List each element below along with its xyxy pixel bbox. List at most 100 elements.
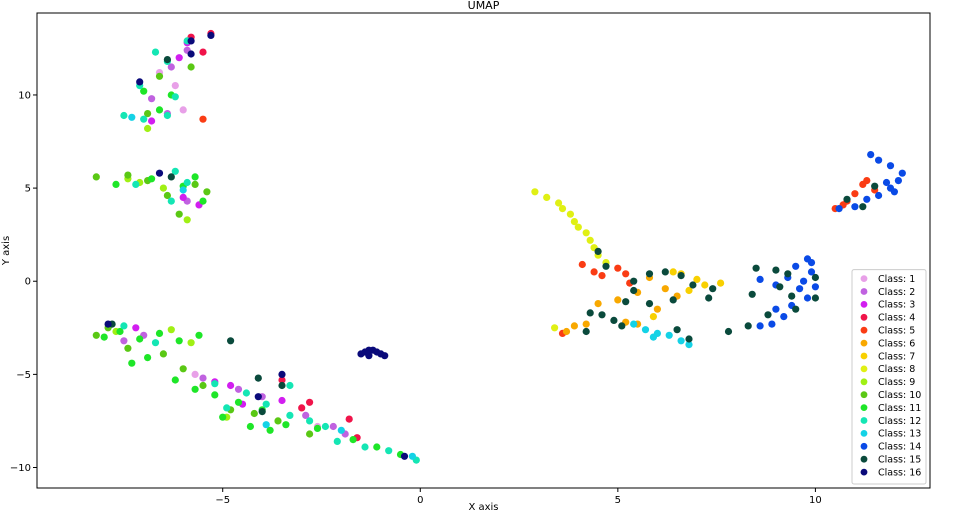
point-class-14-26 bbox=[756, 275, 764, 283]
point-class-10-17 bbox=[306, 430, 314, 438]
point-class-6-12 bbox=[570, 322, 579, 330]
point-class-15-13 bbox=[586, 309, 594, 317]
point-class-13-4 bbox=[677, 337, 685, 345]
point-class-12-1 bbox=[120, 111, 128, 120]
point-class-10-18 bbox=[144, 110, 152, 118]
point-class-14-4 bbox=[875, 191, 883, 200]
legend-marker-class-14 bbox=[860, 442, 868, 450]
point-class-11-20 bbox=[234, 398, 243, 406]
point-class-3-5 bbox=[179, 193, 187, 201]
point-class-11-14 bbox=[195, 331, 203, 339]
point-class-4-5 bbox=[306, 398, 314, 406]
point-class-14-2 bbox=[851, 203, 859, 211]
point-class-12-10 bbox=[183, 178, 191, 187]
point-class-10-12 bbox=[179, 365, 187, 373]
point-class-10-11 bbox=[159, 350, 167, 358]
point-class-6-11 bbox=[582, 320, 590, 328]
point-class-8-3 bbox=[555, 199, 563, 207]
point-class-15-22 bbox=[764, 311, 772, 319]
point-class-4-6 bbox=[298, 404, 306, 412]
point-class-13-1 bbox=[630, 320, 638, 328]
point-class-15-32 bbox=[871, 182, 879, 190]
point-class-10-6 bbox=[203, 188, 211, 196]
point-class-12-4 bbox=[171, 93, 179, 101]
point-class-1-3 bbox=[179, 106, 187, 114]
point-class-11-16 bbox=[128, 359, 136, 367]
point-class-14-15 bbox=[792, 262, 800, 270]
y-axis-label: Y axis bbox=[1, 236, 12, 266]
point-class-15-28 bbox=[811, 273, 820, 282]
point-class-16-3 bbox=[187, 50, 195, 58]
point-class-14-24 bbox=[772, 305, 780, 313]
legend-marker-class-16 bbox=[860, 468, 868, 476]
legend-marker-class-11 bbox=[860, 404, 868, 411]
point-class-15-2 bbox=[602, 262, 610, 270]
point-class-11-19 bbox=[211, 391, 219, 399]
point-class-16-16 bbox=[254, 393, 262, 401]
legend-marker-class-10 bbox=[860, 391, 868, 399]
point-class-14-22 bbox=[768, 320, 776, 328]
legend-marker-class-9 bbox=[860, 378, 868, 386]
legend-marker-class-15 bbox=[860, 455, 868, 463]
point-class-10-7 bbox=[175, 210, 183, 218]
point-class-5-3 bbox=[578, 260, 586, 269]
legend-marker-class-1 bbox=[860, 275, 868, 282]
point-class-15-34 bbox=[859, 203, 867, 211]
point-class-2-12 bbox=[302, 411, 310, 419]
point-class-11-9 bbox=[100, 333, 108, 341]
point-class-5-6 bbox=[622, 270, 630, 278]
point-class-6-6 bbox=[661, 285, 669, 293]
point-class-14-6 bbox=[894, 177, 903, 185]
point-class-3-2 bbox=[175, 54, 183, 62]
legend-label-class-15: Class: 15 bbox=[878, 455, 921, 466]
legend-label-class-3: Class: 3 bbox=[878, 300, 915, 311]
point-class-9-7 bbox=[167, 326, 175, 334]
point-class-9-4 bbox=[183, 216, 191, 224]
point-class-14-8 bbox=[886, 162, 895, 170]
point-class-1-1 bbox=[171, 82, 179, 90]
point-class-15-18 bbox=[582, 327, 590, 336]
point-class-8-6 bbox=[570, 218, 579, 226]
y-tick-label-2: −5 bbox=[16, 370, 31, 381]
point-class-15-14 bbox=[610, 316, 618, 324]
point-class-16-17 bbox=[365, 346, 373, 354]
point-class-11-22 bbox=[282, 421, 290, 429]
legend-marker-class-6 bbox=[860, 339, 868, 347]
point-class-10-20 bbox=[187, 63, 195, 71]
point-class-12-14 bbox=[120, 322, 128, 330]
point-class-14-28 bbox=[800, 277, 808, 285]
point-class-2-6 bbox=[120, 337, 128, 345]
point-class-11-15 bbox=[144, 354, 152, 362]
point-class-10-15 bbox=[250, 409, 258, 418]
point-class-14-21 bbox=[780, 313, 788, 321]
legend-label-class-11: Class: 11 bbox=[878, 403, 921, 414]
point-class-11-13 bbox=[175, 337, 183, 345]
point-class-15-11 bbox=[622, 298, 630, 306]
point-class-5-15 bbox=[614, 264, 622, 272]
point-class-16-5 bbox=[155, 169, 164, 177]
point-class-12-15 bbox=[211, 380, 219, 388]
point-class-14-27 bbox=[807, 259, 816, 267]
y-tick-label-4: 5 bbox=[25, 184, 31, 195]
point-class-12-2 bbox=[140, 115, 148, 123]
point-class-5-12 bbox=[863, 177, 871, 185]
point-class-7-5 bbox=[717, 279, 725, 287]
point-class-10-19 bbox=[155, 72, 164, 80]
chart-title: UMAP bbox=[468, 0, 500, 12]
legend-marker-class-12 bbox=[860, 417, 868, 424]
point-class-12-17 bbox=[262, 400, 270, 408]
point-class-15-24 bbox=[788, 292, 796, 300]
point-class-2-4 bbox=[148, 95, 156, 103]
point-class-11-3 bbox=[155, 106, 164, 114]
point-class-16-15 bbox=[104, 320, 112, 328]
point-class-11-28 bbox=[246, 422, 254, 431]
point-class-15-33 bbox=[843, 195, 851, 203]
point-class-16-9 bbox=[381, 352, 389, 360]
point-class-15-17 bbox=[685, 335, 693, 343]
x-tick-label-3: 5 bbox=[615, 495, 621, 506]
point-class-12-26 bbox=[306, 417, 314, 425]
point-class-15-10 bbox=[630, 286, 638, 295]
point-class-7-6 bbox=[669, 268, 677, 276]
point-class-3-3 bbox=[148, 117, 156, 125]
point-class-10-16 bbox=[274, 417, 282, 425]
